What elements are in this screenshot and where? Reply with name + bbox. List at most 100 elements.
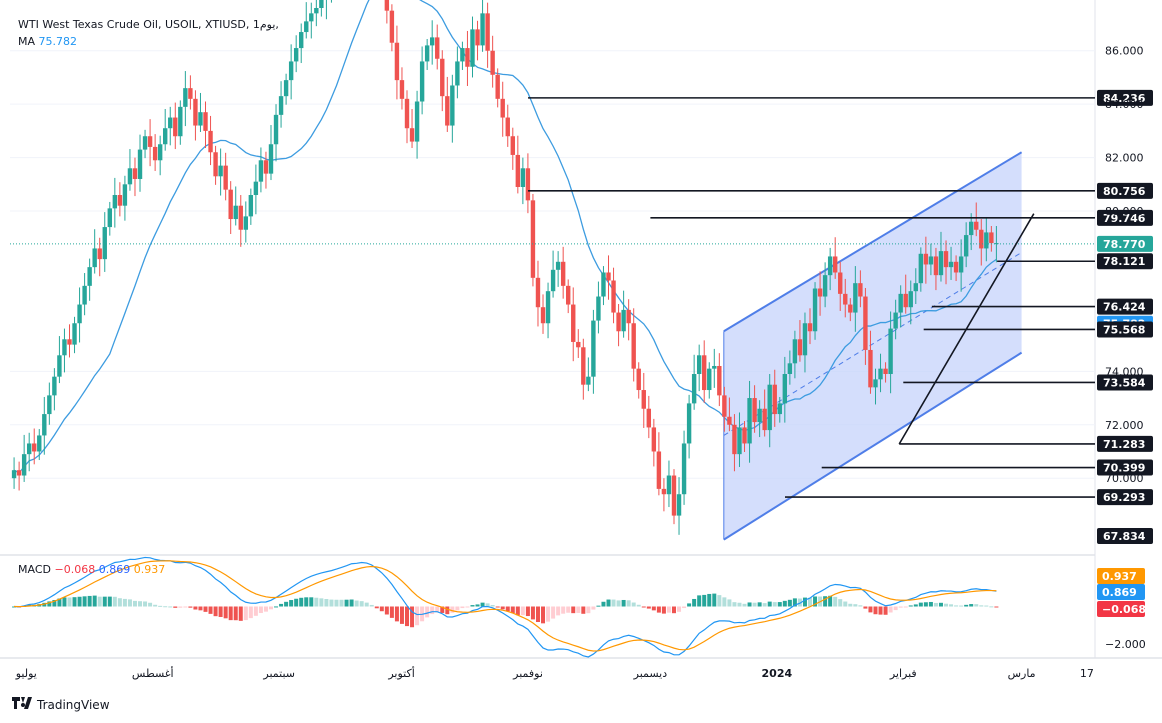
candle-body: [460, 48, 465, 62]
macd-histogram-bar: [666, 606, 671, 613]
candle-body: [193, 98, 198, 126]
candle-body: [727, 416, 732, 425]
price-level-label: 84.236: [1103, 92, 1146, 105]
macd-histogram-bar: [661, 606, 666, 614]
candle-body: [712, 365, 717, 369]
candle-body: [943, 251, 949, 268]
ma-line: [13, 0, 997, 474]
macd-histogram-bar: [394, 606, 399, 622]
macd-histogram-bar: [67, 597, 72, 607]
candle-body: [631, 323, 636, 369]
candle-body: [893, 312, 898, 329]
macd-histogram-bar: [72, 597, 77, 607]
candle-body: [601, 272, 606, 297]
macd-histogram-bar: [112, 596, 117, 607]
macd-histogram-bar: [223, 606, 228, 619]
macd-histogram-bar: [813, 596, 818, 607]
macd-line: [14, 556, 997, 658]
candle-body: [822, 275, 828, 297]
candle-body: [319, 0, 324, 8]
candle-body: [510, 136, 515, 155]
macd-histogram-bar: [475, 604, 480, 607]
macd-histogram-bar: [858, 605, 863, 607]
candle-body: [812, 288, 818, 332]
candle-body: [142, 136, 148, 150]
candle-body: [97, 248, 102, 260]
candle-body: [732, 424, 737, 455]
macd-histogram-bar: [253, 606, 258, 616]
x-tick-label: ديسمبر: [633, 667, 668, 680]
macd-histogram-bar: [329, 599, 334, 607]
macd-histogram-bar: [702, 594, 707, 607]
macd-histogram-bar: [581, 606, 586, 614]
macd-histogram-bar: [455, 606, 460, 611]
candle-body: [757, 408, 762, 423]
candle-body: [611, 280, 616, 313]
candle-body: [515, 154, 521, 187]
macd-signal-line: [14, 560, 997, 652]
macd-histogram-bar: [339, 599, 344, 607]
candle-body: [545, 291, 551, 324]
macd-histogram-bar: [178, 606, 183, 608]
macd-histogram-bar: [410, 606, 415, 628]
candle-body: [853, 283, 858, 313]
macd-histogram-bar: [258, 606, 263, 614]
y-tick-label: 82.000: [1105, 152, 1144, 165]
macd-histogram-bar: [687, 603, 692, 607]
candle-body: [475, 29, 480, 46]
candle-body: [450, 85, 455, 126]
candle-body: [742, 427, 747, 444]
macd-histogram-bar: [792, 598, 797, 607]
macd-value-tag: [1097, 601, 1145, 617]
candle-body: [596, 296, 601, 321]
candle-body: [984, 232, 989, 249]
candle-body: [838, 272, 843, 294]
candle-body: [923, 253, 929, 265]
macd-histogram-bar: [122, 598, 127, 607]
candle-body: [898, 293, 903, 313]
macd-histogram-bar: [349, 599, 354, 607]
candle-body: [868, 349, 873, 388]
macd-signal-value: 0.937: [133, 563, 166, 576]
macd-histogram-bar: [682, 606, 687, 609]
macd-histogram-bar: [863, 606, 868, 609]
candle-body: [82, 285, 87, 305]
candle-body: [470, 29, 475, 67]
macd-histogram-bar: [878, 606, 883, 615]
candle-body: [873, 379, 878, 388]
macd-histogram-bar: [838, 599, 843, 607]
macd-histogram-bar: [208, 606, 213, 614]
candle-body: [107, 208, 112, 228]
candle-body: [198, 112, 203, 126]
candle-body: [283, 80, 289, 97]
candle-body: [309, 13, 314, 22]
candle-body: [435, 37, 440, 59]
tradingview-brand[interactable]: TradingView: [12, 697, 110, 712]
macd-histogram-bar: [707, 593, 712, 607]
macd-histogram-bar: [153, 604, 158, 607]
candle-body: [591, 320, 596, 377]
macd-histogram-bar: [263, 606, 268, 612]
macd-histogram-bar: [107, 596, 112, 607]
candle-body: [913, 283, 918, 292]
candle-body: [676, 494, 682, 516]
candle-body: [490, 50, 495, 75]
macd-histogram-bar: [722, 597, 727, 607]
candle-body: [213, 152, 218, 177]
x-tick-label: سبتمبر: [262, 667, 295, 680]
macd-histogram-bar: [82, 596, 87, 607]
macd-histogram-bar: [833, 596, 838, 607]
macd-histogram-bar: [556, 606, 561, 616]
macd-histogram-bar: [399, 606, 404, 624]
macd-histogram-bar: [465, 606, 470, 608]
macd-histogram-bar: [954, 605, 959, 607]
macd-histogram-bar: [802, 597, 807, 607]
macd-histogram-bar: [243, 606, 248, 621]
candle-body: [671, 475, 677, 516]
macd-histogram-bar: [712, 593, 717, 607]
candle-body: [863, 296, 868, 350]
macd-line-value: 0.869: [98, 563, 131, 576]
macd-histogram-bar: [324, 599, 329, 607]
macd-histogram-bar: [274, 606, 279, 608]
